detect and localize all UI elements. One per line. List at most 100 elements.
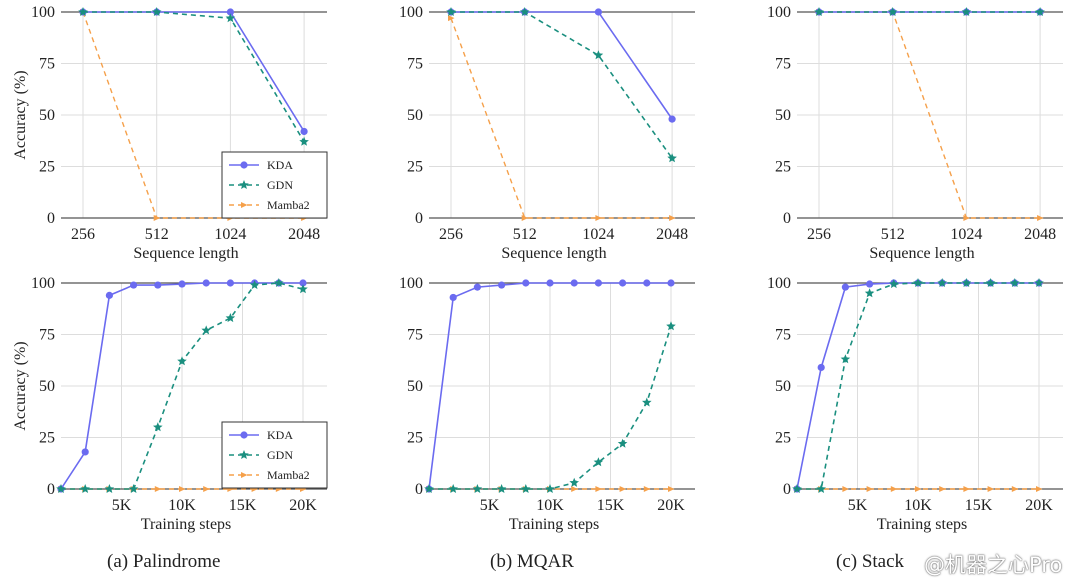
kda-point xyxy=(817,363,825,372)
series-line-gdn xyxy=(83,11,305,143)
gdn-point xyxy=(153,422,163,432)
gdn-point xyxy=(299,136,309,146)
x-tick-label: 15K xyxy=(597,497,625,514)
y-tick-label: 50 xyxy=(39,107,55,124)
y-tick-label: 0 xyxy=(783,481,791,498)
y-tick-label: 0 xyxy=(415,481,423,498)
y-tick-label: 25 xyxy=(775,159,791,176)
mamba2-point xyxy=(1036,486,1043,492)
mamba2-point xyxy=(1011,486,1019,492)
gdn-point xyxy=(424,484,434,493)
mamba2-point xyxy=(179,486,186,492)
x-tick-label: 5K xyxy=(480,497,500,514)
y-tick-label: 100 xyxy=(767,4,791,21)
y-tick-label: 100 xyxy=(31,275,55,292)
gdn-point xyxy=(225,13,236,23)
gdn-point xyxy=(239,180,249,189)
mamba2-point xyxy=(915,486,922,492)
kda-point xyxy=(226,8,234,16)
gdn-point xyxy=(666,321,676,331)
x-tick-label: 20K xyxy=(657,497,685,514)
x-tick-label: 5K xyxy=(112,497,132,514)
gdn-point xyxy=(961,7,972,16)
x-tick-label: 1024 xyxy=(582,226,614,243)
kda-point xyxy=(570,279,578,287)
y-axis-label: Accuracy (%) xyxy=(12,341,29,430)
kda-point xyxy=(300,127,308,136)
kda-point xyxy=(522,279,530,287)
kda-point xyxy=(594,8,603,16)
gdn-point xyxy=(1035,7,1045,16)
gdn-point xyxy=(201,325,211,335)
y-tick-label: 50 xyxy=(407,378,423,395)
gdn-point xyxy=(1034,278,1044,287)
kda-point xyxy=(546,279,554,287)
x-tick-label: 256 xyxy=(807,226,831,243)
gdn-point xyxy=(961,278,972,287)
caption-b: (b) MQAR xyxy=(490,551,574,572)
y-tick-label: 75 xyxy=(407,327,423,344)
subplot-palindrome-training: 5K 10K 15K 20K 0 25 50 75 100 Training steps Accur… xyxy=(12,275,328,533)
legend: KDA GDN Mamba2 xyxy=(221,151,328,219)
kda-point xyxy=(240,431,248,439)
series-line-gdn xyxy=(451,11,673,159)
gdn-point xyxy=(814,7,824,16)
y-tick-label: 25 xyxy=(407,159,423,176)
y-tick-label: 75 xyxy=(407,56,423,73)
gdn-point xyxy=(56,484,66,493)
y-axis-label: Accuracy (%) xyxy=(12,70,29,159)
x-axis-label: Training steps xyxy=(141,516,232,533)
mamba2-point xyxy=(890,486,898,492)
x-tick-label: 2048 xyxy=(288,226,320,243)
x-tick-label: 2048 xyxy=(656,226,688,243)
x-axis-label: Sequence length xyxy=(133,245,238,262)
gdn-point xyxy=(151,7,162,16)
gdn-point xyxy=(472,484,483,493)
gdn-point xyxy=(593,457,604,467)
kda-point xyxy=(130,281,138,289)
series-line-mamba2 xyxy=(450,17,673,219)
subplot-mqar-training: 5K 10K 15K 20K 0 25 50 75 100 Training steps xyxy=(399,275,695,533)
x-tick-label: 10K xyxy=(904,497,932,514)
kda-point xyxy=(226,279,234,287)
mamba2-point xyxy=(987,486,995,492)
gdn-point xyxy=(840,354,851,364)
series-line-mamba2 xyxy=(82,11,305,219)
kda-point xyxy=(105,291,113,299)
gdn-point xyxy=(519,7,530,16)
kda-point xyxy=(473,283,481,291)
gdn-point xyxy=(78,7,88,16)
legend-label-mamba2: Mamba2 xyxy=(267,468,310,482)
legend-label-kda: KDA xyxy=(267,428,293,442)
y-tick-label: 100 xyxy=(31,4,55,21)
gdn-point xyxy=(521,484,531,493)
mamba2-point xyxy=(842,486,849,492)
x-tick-label: 2048 xyxy=(1024,226,1056,243)
y-tick-label: 25 xyxy=(39,159,55,176)
y-tick-label: 50 xyxy=(775,107,791,124)
x-tick-label: 256 xyxy=(71,226,95,243)
kda-point xyxy=(643,279,651,287)
x-tick-label: 256 xyxy=(439,226,463,243)
caption-a: (a) Palindrome xyxy=(107,551,221,572)
kda-point xyxy=(594,279,603,287)
kda-point xyxy=(240,161,248,169)
gdn-point xyxy=(545,484,555,493)
kda-point xyxy=(81,448,89,456)
y-tick-label: 100 xyxy=(399,275,423,292)
subplot-stack-length: 256 512 1024 2048 0 25 50 75 100 Sequence length xyxy=(767,4,1063,262)
series-line-kda xyxy=(83,11,305,132)
kda-point xyxy=(841,283,850,291)
mamba2-point xyxy=(963,215,970,221)
y-tick-label: 0 xyxy=(47,481,55,498)
gdn-point xyxy=(792,484,802,493)
series-line-kda xyxy=(451,11,673,120)
x-axis-label: Training steps xyxy=(877,516,968,533)
caption-c: (c) Stack xyxy=(836,551,905,572)
kda-point xyxy=(299,279,307,287)
y-tick-label: 25 xyxy=(775,430,791,447)
x-tick-label: 20K xyxy=(289,497,317,514)
gdn-point xyxy=(239,450,249,459)
gdn-point xyxy=(298,284,308,294)
x-axis-label: Sequence length xyxy=(869,245,974,262)
